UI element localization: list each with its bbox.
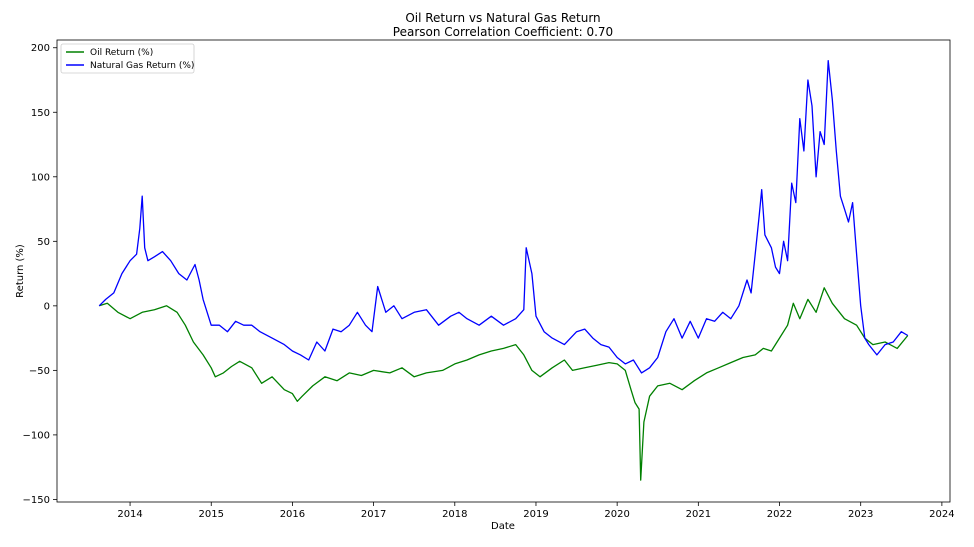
y-tick-label: −100 [23,430,50,441]
x-tick-label: 2017 [361,509,386,520]
x-tick-label: 2015 [199,509,224,520]
y-axis: −150 −100 −50 0 50 100 150 200 [23,43,57,506]
x-tick-label: 2022 [767,509,792,520]
chart-subtitle: Pearson Correlation Coefficient: 0.70 [393,25,613,39]
legend-label-natural-gas: Natural Gas Return (%) [90,61,194,71]
x-tick-label: 2016 [280,509,305,520]
x-tick-label: 2018 [442,509,467,520]
series-layer [98,59,909,481]
x-axis-label: Date [491,521,515,532]
chart-title: Oil Return vs Natural Gas Return [405,11,600,25]
y-tick-label: −50 [29,366,50,377]
series-line-oil [99,287,909,481]
y-tick-label: 100 [31,172,50,183]
legend-box [60,43,195,74]
y-tick-label: 0 [44,301,50,312]
x-tick-label: 2021 [686,509,711,520]
y-tick-label: 50 [37,237,50,248]
legend-label-oil: Oil Return (%) [90,48,153,58]
x-tick-label: 2019 [523,509,548,520]
x-tick-label: 2023 [848,509,873,520]
legend: Oil Return (%) Natural Gas Return (%) [60,43,195,74]
y-tick-label: −150 [23,495,50,506]
y-tick-label: 150 [31,108,50,119]
x-tick-label: 2014 [117,509,142,520]
x-tick-label: 2020 [604,509,629,520]
y-axis-label: Return (%) [15,244,26,298]
x-axis: 2014 2015 2016 2017 2018 2019 2020 2021 2022 2023… [117,502,955,520]
y-tick-label: 200 [31,43,50,54]
series-line-natural-gas [98,59,909,374]
plot-frame [56,39,951,503]
x-tick-label: 2024 [929,509,954,520]
